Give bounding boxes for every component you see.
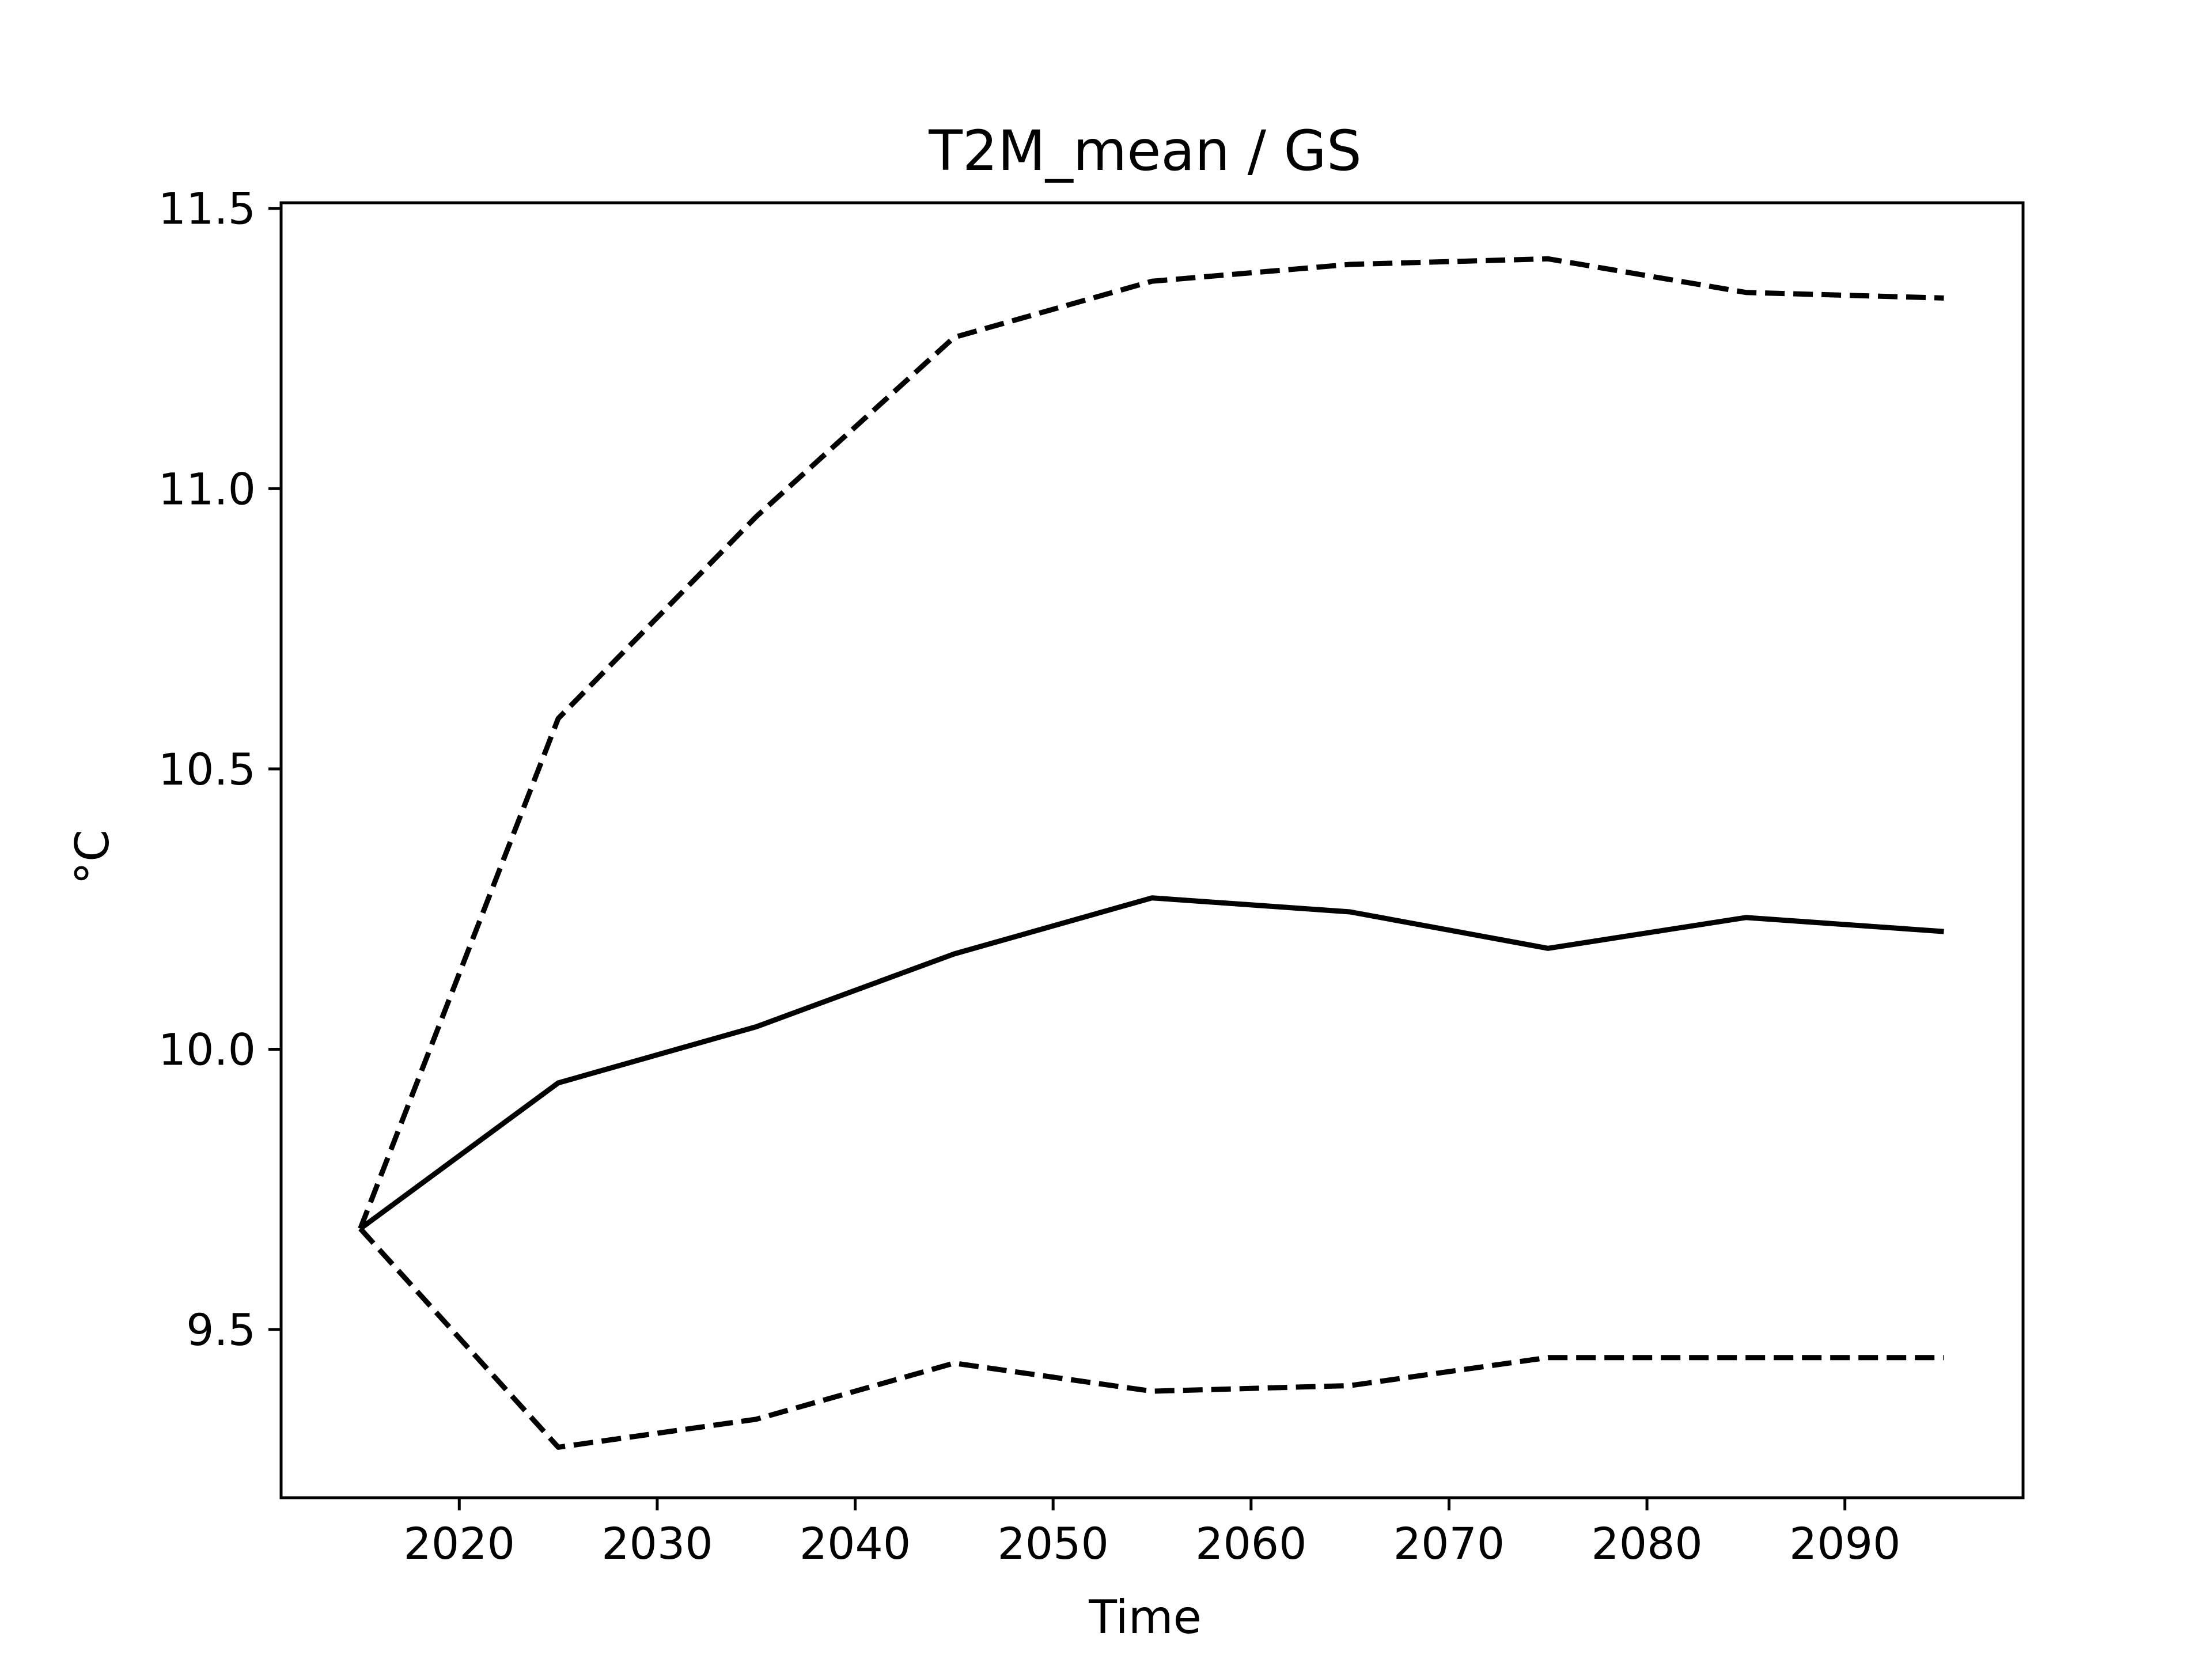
y-axis-label: °C bbox=[66, 830, 119, 885]
y-tick-label-11.0: 11.0 bbox=[158, 463, 256, 514]
y-tick-label-9.5: 9.5 bbox=[186, 1304, 256, 1355]
series-line-3 bbox=[358, 1226, 1944, 1450]
x-tick-label-2060: 2060 bbox=[1195, 1518, 1306, 1569]
y-tick-label-10.5: 10.5 bbox=[158, 744, 256, 795]
x-axis-label: Time bbox=[1088, 1590, 1202, 1644]
x-tick-label-2080: 2080 bbox=[1591, 1518, 1702, 1569]
series-line-2 bbox=[358, 895, 1944, 1231]
x-tick-label-2070: 2070 bbox=[1393, 1518, 1505, 1569]
x-tick-label-2040: 2040 bbox=[800, 1518, 911, 1569]
x-tick-label-2050: 2050 bbox=[997, 1518, 1108, 1569]
x-tick-label-2020: 2020 bbox=[404, 1518, 515, 1569]
series-line-1 bbox=[358, 256, 1944, 1230]
axes-frame bbox=[279, 201, 2025, 1499]
chart-title: T2M_mean / GS bbox=[928, 119, 1362, 183]
y-tick-label-11.5: 11.5 bbox=[158, 183, 256, 234]
y-tick-label-10.0: 10.0 bbox=[158, 1024, 256, 1075]
x-tick-label-2090: 2090 bbox=[1789, 1518, 1900, 1569]
x-tick-label-2030: 2030 bbox=[601, 1518, 713, 1569]
plot-area: 2020 2030 2040 2050 2060 2070 2080 2090 9.5 10.0 1… bbox=[158, 183, 2025, 1569]
